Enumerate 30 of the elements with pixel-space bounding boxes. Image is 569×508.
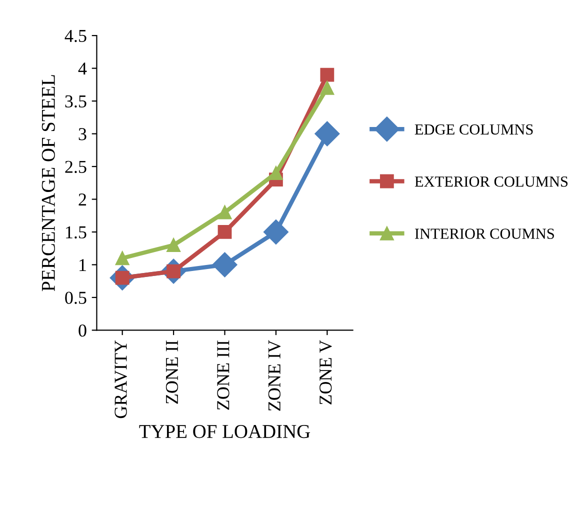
y-tick-label: 2.5	[65, 160, 86, 174]
point	[269, 166, 283, 180]
y-tick-label: 4	[78, 62, 87, 75]
x-axis-title: TYPE OF LOADING	[139, 425, 310, 438]
point	[115, 251, 130, 266]
y-tick-label: 3.5	[65, 95, 86, 108]
x-tick-label: ZONE II	[166, 340, 178, 404]
y-tick-label: 3	[78, 128, 86, 140]
x-tick-label: ZONE IV	[268, 340, 281, 411]
point	[314, 121, 340, 146]
point	[218, 205, 232, 220]
point	[320, 68, 334, 82]
x-tick-label: ZONE V	[320, 340, 332, 404]
legend-label: EXTERIOR COLUMNS	[414, 176, 568, 187]
point	[212, 252, 238, 278]
point	[218, 225, 232, 239]
point	[263, 220, 288, 244]
legend-label: INTERIOR COUMNS	[414, 228, 554, 239]
y-tick-label: 1.5	[66, 226, 86, 239]
y-tick-label: 4.5	[64, 30, 86, 42]
x-tick-label: ZONE III	[217, 340, 230, 410]
y-axis-title: PERCENTAGE OF STEEL	[42, 75, 55, 292]
point	[166, 238, 180, 252]
point	[320, 80, 334, 95]
legend-label: EDGE COLUMNS	[414, 124, 533, 135]
x-tick-label: GRAVITY	[114, 340, 127, 418]
y-tick-label: 2	[78, 194, 86, 206]
y-tick-label: 0	[78, 324, 86, 337]
y-tick-label: 0.5	[65, 292, 86, 304]
y-tick-label: 1	[80, 259, 86, 271]
